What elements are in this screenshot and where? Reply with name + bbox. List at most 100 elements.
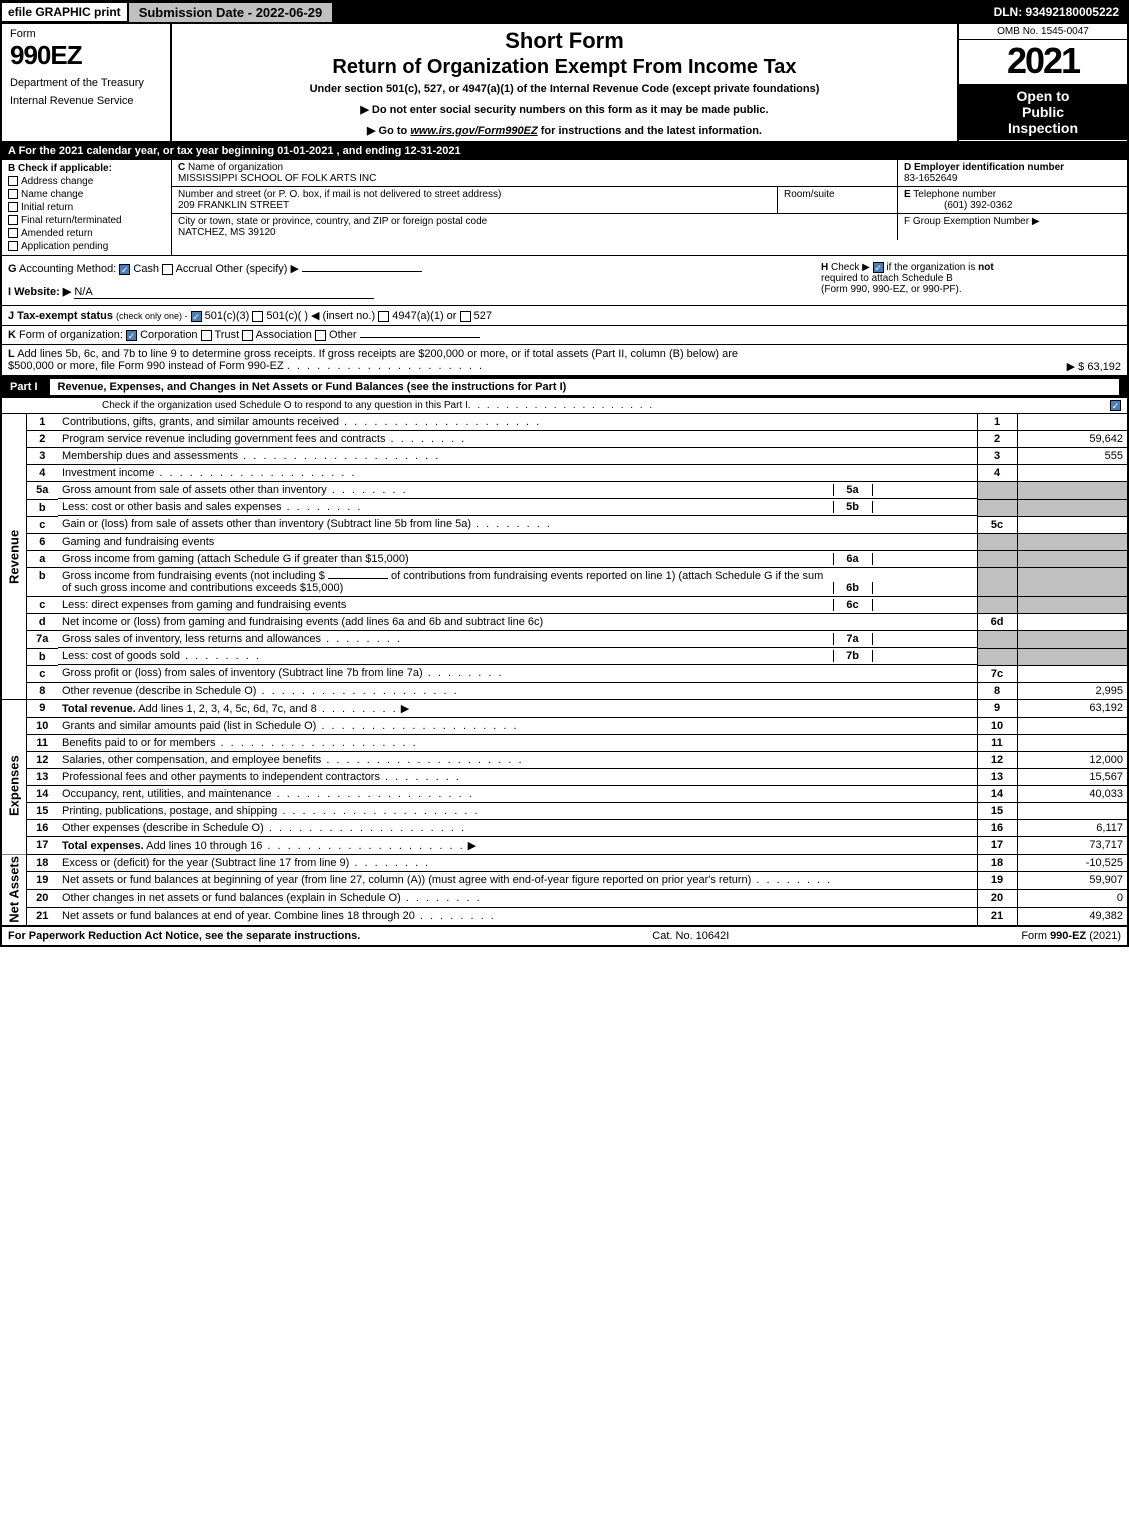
check-address-change[interactable]: Address change: [8, 176, 165, 187]
checkbox-icon[interactable]: [8, 215, 18, 225]
city-row: City or town, state or province, country…: [172, 214, 1127, 240]
checkbox-checked-icon[interactable]: ✓: [1110, 400, 1121, 411]
col-shaded: [1017, 499, 1127, 516]
row-l: L Add lines 5b, 6c, and 7b to line 9 to …: [0, 345, 1129, 376]
goto-line: ▶ Go to www.irs.gov/Form990EZ for instru…: [182, 124, 947, 137]
g-label: G: [8, 263, 17, 275]
line-desc: Gross income from fundraising events (no…: [58, 568, 977, 597]
col-shaded: [1017, 648, 1127, 665]
line-num: 2: [26, 431, 58, 448]
k-label: K: [8, 329, 16, 341]
line-num: 9: [26, 699, 58, 717]
part1-header: Part I Revenue, Expenses, and Changes in…: [0, 376, 1129, 398]
check-initial-return[interactable]: Initial return: [8, 202, 165, 213]
other-input[interactable]: [302, 271, 422, 272]
line-num: 5a: [26, 482, 58, 500]
col-shaded: [1017, 631, 1127, 649]
checkbox-icon[interactable]: [8, 189, 18, 199]
f-text: Group Exemption Number: [913, 216, 1029, 227]
section-e: E Telephone number (601) 392-0362: [897, 187, 1127, 213]
check-if-label: Check if applicable:: [18, 163, 112, 174]
expenses-side-label: Expenses: [2, 717, 26, 854]
line-desc: Gross amount from sale of assets other t…: [58, 482, 977, 499]
line-desc: Contributions, gifts, grants, and simila…: [58, 414, 977, 431]
footer: For Paperwork Reduction Act Notice, see …: [0, 926, 1129, 947]
line-num: 19: [26, 872, 58, 890]
check-label: Application pending: [21, 241, 108, 252]
line-num: 20: [26, 890, 58, 908]
part1-title: Revenue, Expenses, and Changes in Net As…: [58, 381, 404, 393]
line-num: 1: [26, 414, 58, 431]
col-num: 16: [977, 819, 1017, 836]
line-a: A For the 2021 calendar year, or tax yea…: [0, 143, 1129, 160]
col-shaded: [1017, 482, 1127, 500]
line-num: 3: [26, 448, 58, 465]
col-val: 2,995: [1017, 682, 1127, 699]
checkbox-icon[interactable]: [8, 241, 18, 251]
checkbox-icon[interactable]: [8, 228, 18, 238]
line-num: a: [26, 550, 58, 568]
checkbox-icon[interactable]: [242, 330, 253, 341]
col-shaded: [1017, 550, 1127, 568]
checkbox-checked-icon[interactable]: ✓: [126, 330, 137, 341]
col-shaded: [1017, 533, 1127, 550]
c-label: C: [178, 162, 185, 173]
col-num: 20: [977, 890, 1017, 908]
d-label: D: [904, 162, 911, 173]
netassets-side-label: Net Assets: [2, 854, 26, 926]
col-num: 14: [977, 785, 1017, 802]
line-desc: Total expenses. Add lines 10 through 16 …: [58, 836, 977, 854]
warning-line: ▶ Do not enter social security numbers o…: [182, 103, 947, 116]
checkbox-icon[interactable]: [315, 330, 326, 341]
col-val: 0: [1017, 890, 1127, 908]
checkbox-icon[interactable]: [252, 311, 263, 322]
address: 209 FRANKLIN STREET: [178, 200, 289, 211]
col-num: 19: [977, 872, 1017, 890]
city-label: City or town, state or province, country…: [178, 216, 487, 227]
dept-treasury: Department of the Treasury: [10, 77, 162, 89]
b-label: B: [8, 163, 15, 174]
line-desc: Total revenue. Add lines 1, 2, 3, 4, 5c,…: [58, 699, 977, 717]
line-num: b: [26, 648, 58, 665]
form-header: Form 990EZ Department of the Treasury In…: [0, 24, 1129, 143]
col-val: [1017, 717, 1127, 734]
row-k: K Form of organization: ✓ Corporation Tr…: [0, 326, 1129, 345]
header-right: OMB No. 1545-0047 2021 Open to Public In…: [957, 24, 1127, 141]
part1-table: Revenue 1 Contributions, gifts, grants, …: [0, 414, 1129, 926]
l-label: L: [8, 348, 15, 360]
line-num: 6: [26, 533, 58, 550]
check-name-change[interactable]: Name change: [8, 189, 165, 200]
efile-label[interactable]: efile GRAPHIC print: [2, 3, 129, 21]
check-application-pending[interactable]: Application pending: [8, 241, 165, 252]
checkbox-checked-icon[interactable]: ✓: [191, 311, 202, 322]
h-text4: (Form 990, 990-EZ, or 990-PF).: [821, 284, 962, 295]
line-desc: Benefits paid to or for members: [58, 734, 977, 751]
checkbox-checked-icon[interactable]: ✓: [873, 262, 884, 273]
checkbox-icon[interactable]: [378, 311, 389, 322]
checkbox-icon[interactable]: [8, 176, 18, 186]
section-b: B Check if applicable: Address change Na…: [2, 160, 172, 255]
footer-center: Cat. No. 10642I: [652, 930, 729, 942]
check-final-return[interactable]: Final return/terminated: [8, 215, 165, 226]
checkbox-icon[interactable]: [460, 311, 471, 322]
h-not: not: [978, 262, 994, 273]
org-name-row: C Name of organization MISSISSIPPI SCHOO…: [172, 160, 1127, 187]
check-amended-return[interactable]: Amended return: [8, 228, 165, 239]
line-num: 17: [26, 836, 58, 854]
h-label: H: [821, 262, 828, 273]
checkbox-icon[interactable]: [162, 264, 173, 275]
checkbox-checked-icon[interactable]: ✓: [119, 264, 130, 275]
check-label: Name change: [21, 189, 83, 200]
row-gh: G Accounting Method: ✓ Cash Accrual Othe…: [0, 256, 1129, 306]
col-num: 4: [977, 465, 1017, 482]
h-text3: required to attach Schedule B: [821, 273, 953, 284]
section-cde: C Name of organization MISSISSIPPI SCHOO…: [172, 160, 1127, 255]
k-other-input[interactable]: [360, 337, 480, 338]
irs-link[interactable]: www.irs.gov/Form990EZ: [410, 125, 537, 137]
line-desc: Gross profit or (loss) from sales of inv…: [58, 665, 977, 682]
col-num: 10: [977, 717, 1017, 734]
checkbox-icon[interactable]: [201, 330, 212, 341]
l-text2: $500,000 or more, file Form 990 instead …: [8, 360, 284, 372]
open-public-box: Open to Public Inspection: [959, 84, 1127, 140]
checkbox-icon[interactable]: [8, 202, 18, 212]
